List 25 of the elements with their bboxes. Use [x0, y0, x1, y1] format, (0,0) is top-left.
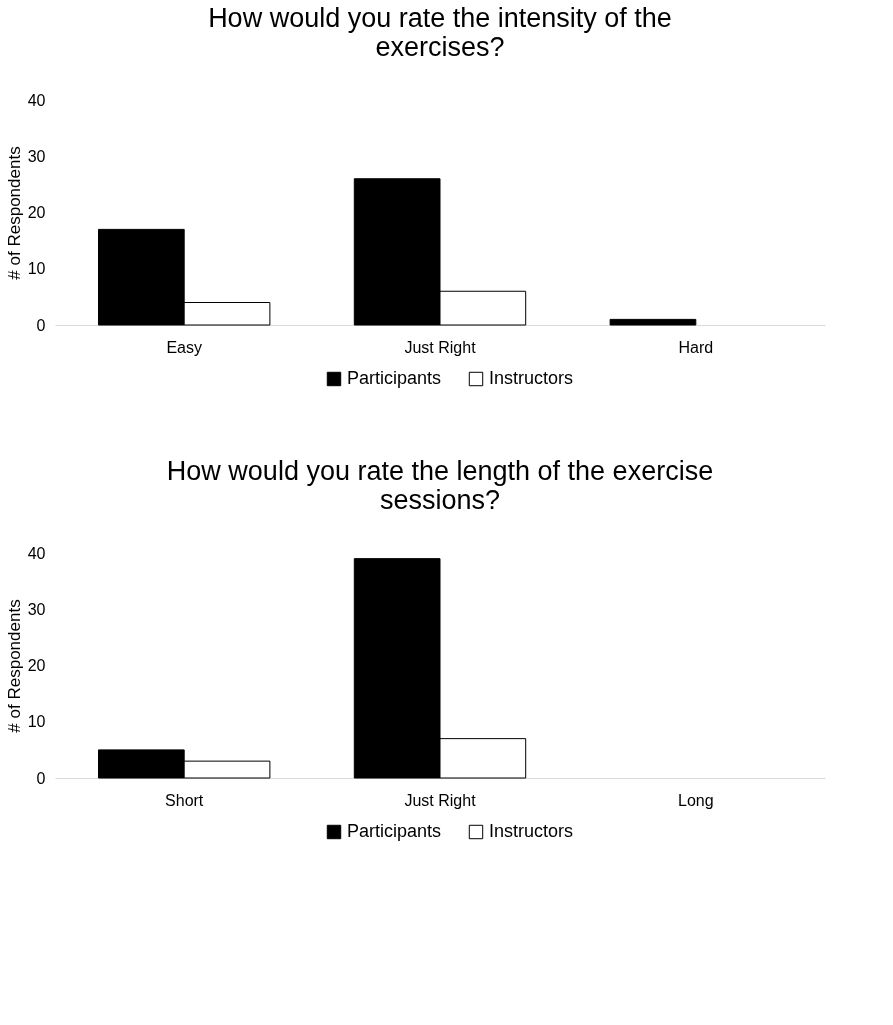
x-tick-label: Just Right	[404, 338, 477, 356]
legend-label: Participants	[347, 368, 442, 388]
legend-label: Participants	[347, 821, 442, 841]
x-tick-label: Hard	[678, 338, 714, 356]
y-axis-title: # of Respondents	[4, 146, 24, 280]
x-tick-label: Long	[678, 791, 714, 809]
y-tick-label: 30	[27, 147, 46, 165]
x-tick-label: Short	[165, 791, 204, 809]
y-tick-label: 10	[27, 260, 46, 278]
chart-title: How would you rate the intensity of the exercises?	[208, 3, 672, 62]
y-tick-label: 30	[27, 600, 46, 618]
y-tick-label: 20	[27, 657, 46, 674]
legend-label: Instructors	[489, 821, 574, 841]
y-tick-label: 40	[27, 91, 46, 109]
chart-title: How would you rate the length of the exercise sessions?	[166, 456, 714, 515]
y-tick-label: 0	[36, 769, 46, 787]
y-tick-label: 0	[36, 316, 46, 334]
y-tick-label: 20	[27, 204, 46, 221]
bar	[609, 318, 697, 326]
y-tick-label: 40	[27, 544, 46, 562]
x-tick-label: Easy	[166, 338, 202, 356]
x-tick-label: Just Right	[404, 791, 477, 809]
legend-label: Instructors	[489, 368, 574, 388]
y-tick-label: 10	[27, 713, 46, 731]
y-axis-title: # of Respondents	[4, 599, 24, 733]
